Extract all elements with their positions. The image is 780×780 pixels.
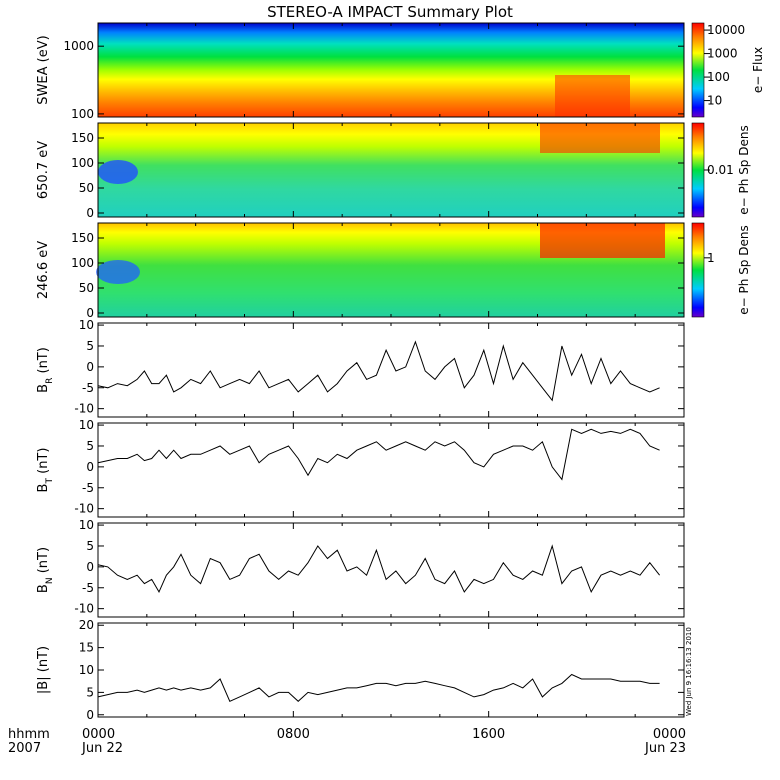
xaxis-unit-label: hhmm xyxy=(8,727,50,742)
ytick-label: -10 xyxy=(74,402,94,416)
bn-frame xyxy=(97,522,685,618)
pad246-enhancement xyxy=(540,223,665,258)
xtick-time-label: 0000 xyxy=(653,727,686,742)
ytick-label: 150 xyxy=(71,231,94,245)
ytick-label: 0 xyxy=(86,360,94,374)
ytick-label: 0 xyxy=(86,306,94,320)
ytick-label: 100 xyxy=(71,107,94,121)
ytick-label: 0 xyxy=(86,560,94,574)
xtick-date-label: Jun 23 xyxy=(644,741,686,756)
ytick-label: 10 xyxy=(79,318,94,332)
ytick-label: 10 xyxy=(79,518,94,532)
bn-series-line xyxy=(97,544,660,594)
colorbar-tick-label: 0.01 xyxy=(707,163,734,177)
xtick-date-label: Jun 22 xyxy=(81,741,123,756)
swea-colorbar-label: e− Flux xyxy=(751,47,765,93)
ytick-label: 1000 xyxy=(63,39,94,53)
pad246-colorbar xyxy=(691,222,705,318)
ytick-label: 20 xyxy=(79,618,94,632)
pad246-colorbar-label: e− Ph Sp Dens xyxy=(737,225,751,314)
panel-pad-650: 0 50 100 150 650.7 eV 0.01 e− Ph Sp Dens xyxy=(36,122,751,220)
panel-bmag: 0 5 10 15 20 |B| (nT) Wed Jun 9 16:16:13 201… xyxy=(36,618,693,722)
panel-pad-246: 0 50 100 150 246.6 eV 1 e− Ph Sp Dens xyxy=(36,222,751,320)
ytick-label: 10 xyxy=(79,663,94,677)
colorbar-tick-label: 100 xyxy=(707,70,730,84)
pad246-low-spot xyxy=(96,260,140,284)
colorbar-tick-label: 10000 xyxy=(707,23,745,37)
ytick-label: 0 xyxy=(86,460,94,474)
panel-br: -10 -5 0 5 10 BR (nT) xyxy=(36,318,685,418)
pad650-colorbar xyxy=(691,122,705,218)
bmag-series-line xyxy=(97,673,660,702)
ytick-label: 0 xyxy=(86,206,94,220)
xtick-time-label: 0000 xyxy=(82,727,115,742)
ytick-label: -10 xyxy=(74,602,94,616)
ytick-label: 5 xyxy=(86,339,94,353)
panel-swea: 100 1000 SWEA (eV) 10 100 1000 10000 e− Flux xyxy=(36,22,765,121)
ytick-label: 5 xyxy=(86,439,94,453)
xtick-time-label: 1600 xyxy=(472,727,505,742)
colorbar-tick-label: 10 xyxy=(707,94,722,108)
ytick-label: -5 xyxy=(82,381,94,395)
br-ylabel: BR (nT) xyxy=(36,347,55,393)
panel-bn: -10 -5 0 5 10 BN (nT) xyxy=(36,518,685,618)
ytick-label: 100 xyxy=(71,156,94,170)
xaxis-year-label: 2007 xyxy=(8,741,41,756)
ytick-label: -5 xyxy=(82,581,94,595)
ytick-label: -5 xyxy=(82,481,94,495)
ytick-label: 0 xyxy=(86,708,94,722)
bmag-frame xyxy=(97,622,685,718)
ytick-label: -10 xyxy=(74,502,94,516)
bt-ylabel: BT (nT) xyxy=(36,448,55,493)
colorbar-tick-label: 1000 xyxy=(707,47,738,61)
pad650-colorbar-label: e− Ph Sp Dens xyxy=(737,125,751,214)
pad246-ylabel: 246.6 eV xyxy=(36,241,51,299)
figure-title: STEREO-A IMPACT Summary Plot xyxy=(267,3,513,21)
ytick-label: 50 xyxy=(79,181,94,195)
ytick-label: 5 xyxy=(86,539,94,553)
swea-ylabel: SWEA (eV) xyxy=(36,35,51,104)
swea-colorbar xyxy=(691,22,705,118)
ytick-label: 15 xyxy=(79,641,94,655)
bmag-ylabel: |B| (nT) xyxy=(36,646,51,694)
bt-frame xyxy=(97,422,685,518)
ytick-label: 5 xyxy=(86,685,94,699)
generation-stamp: Wed Jun 9 16:16:13 2010 xyxy=(685,627,693,716)
panel-bt: -10 -5 0 5 10 BT (nT) xyxy=(36,418,685,518)
pad650-ylabel: 650.7 eV xyxy=(36,141,51,199)
ytick-label: 10 xyxy=(79,418,94,432)
bn-ylabel: BN (nT) xyxy=(36,547,55,593)
pad650-enhancement xyxy=(540,123,660,153)
swea-enhancement xyxy=(555,75,630,117)
ytick-label: 100 xyxy=(71,256,94,270)
xtick-time-label: 0800 xyxy=(277,727,310,742)
bt-series-line xyxy=(97,428,660,481)
ytick-label: 150 xyxy=(71,131,94,145)
ytick-label: 50 xyxy=(79,281,94,295)
pad650-low-spot xyxy=(98,160,138,184)
colorbar-tick-label: 1 xyxy=(707,251,715,265)
br-series-line xyxy=(97,340,660,402)
